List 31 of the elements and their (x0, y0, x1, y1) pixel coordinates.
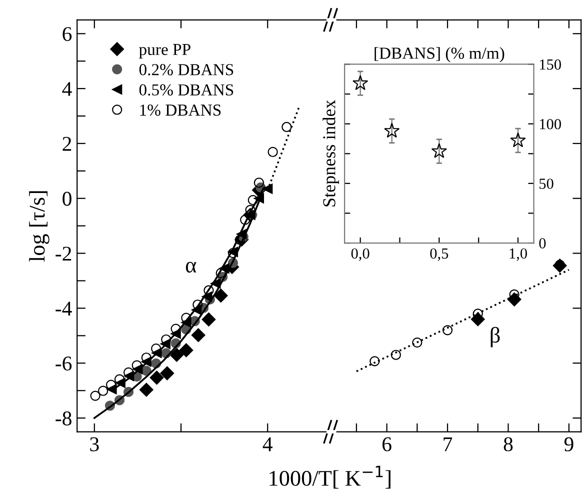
x-tick-label: 4 (262, 437, 272, 452)
chart-title: [DBANS] (% m/m) (374, 47, 504, 62)
annotation: α (186, 262, 196, 273)
y-tick-label: 2 (62, 136, 72, 151)
y-tick-label: 0 (539, 238, 546, 248)
y-tick-label: -4 (56, 302, 72, 316)
legend-label: 1% DBANS (140, 104, 221, 116)
y-tick-label: 150 (540, 59, 561, 70)
x-axis-title: 1000/T[ K$^{−1}$] (270, 466, 390, 489)
y-tick-label: -6 (56, 356, 72, 371)
y-tick-label: -2 (56, 246, 72, 261)
y-axis-title: log [τ/s] (29, 191, 50, 262)
x-tick-label: 8 (504, 437, 513, 452)
y-tick-label: 6 (62, 27, 72, 42)
y-tick-label: 4 (62, 82, 72, 96)
y-tick-label: 50 (540, 178, 554, 189)
legend-label: 0.5% DBANS (139, 84, 234, 96)
x-tick-label: 0,5 (430, 248, 448, 261)
x-tick-label: 1,0 (510, 248, 527, 261)
x-tick-label: 0,0 (351, 248, 370, 261)
x-tick-label: 6 (382, 437, 392, 452)
legend-label: pure PP (139, 44, 190, 58)
y-axis-title: Stepness index (322, 100, 340, 206)
legend-label: 0.2% DBANS (139, 64, 234, 76)
x-tick-label: 3 (90, 437, 99, 452)
x-tick-label: 7 (444, 437, 452, 452)
y-tick-label: -8 (56, 411, 72, 426)
y-tick-label: 100 (540, 118, 561, 130)
x-tick-label: 9 (564, 437, 574, 452)
annotation: β (490, 326, 500, 348)
y-tick-label: 0 (62, 192, 72, 206)
